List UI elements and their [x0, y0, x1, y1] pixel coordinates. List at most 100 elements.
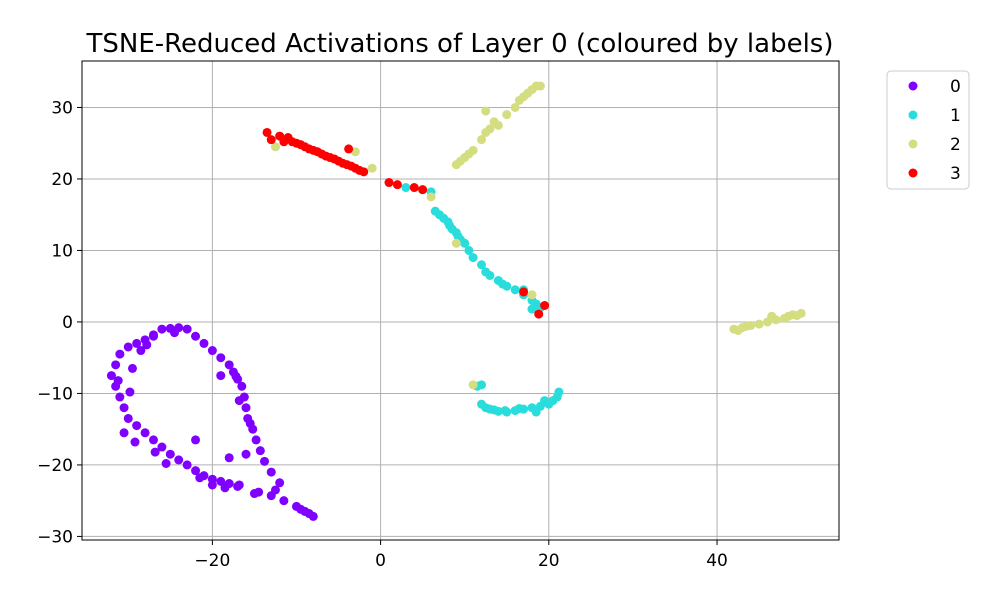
y-tick-label: 30 [51, 98, 73, 118]
data-point-series-0 [216, 371, 226, 381]
data-point-series-0 [125, 387, 135, 397]
legend-label: 3 [950, 164, 961, 184]
y-tick-label: −10 [37, 384, 73, 404]
data-point-series-0 [161, 459, 171, 469]
data-point-series-0 [231, 371, 241, 381]
data-point-series-0 [148, 331, 158, 341]
data-point-series-1 [510, 285, 520, 295]
data-point-series-0 [119, 403, 129, 413]
data-point-series-1 [500, 406, 510, 416]
data-point-series-2 [485, 124, 495, 134]
data-point-series-0 [220, 483, 230, 493]
data-point-series-0 [123, 342, 133, 352]
data-point-series-1 [477, 260, 487, 270]
data-point-series-0 [115, 392, 125, 402]
data-point-series-3 [384, 178, 394, 188]
data-point-series-1 [453, 231, 463, 241]
data-point-series-1 [514, 403, 524, 413]
data-point-series-1 [485, 270, 495, 280]
data-point-series-0 [191, 466, 201, 476]
data-point-series-1 [498, 279, 508, 289]
legend-label: 1 [950, 106, 961, 126]
data-point-series-0 [113, 376, 123, 386]
legend-label: 2 [950, 135, 961, 155]
data-point-series-2 [502, 110, 512, 120]
data-point-series-0 [182, 324, 192, 334]
data-point-series-0 [224, 453, 234, 463]
data-point-series-0 [111, 360, 121, 370]
chart-title: TSNE-Reduced Activations of Layer 0 (col… [85, 29, 833, 59]
legend-marker [908, 110, 918, 120]
data-point-series-3 [392, 180, 402, 190]
data-point-series-0 [245, 418, 255, 428]
plot-frame [81, 60, 840, 541]
data-point-series-0 [119, 428, 129, 438]
data-point-series-3 [262, 127, 272, 137]
data-point-series-1 [540, 396, 550, 406]
data-point-series-0 [150, 447, 160, 457]
data-point-series-0 [140, 428, 150, 438]
y-tick-label: 10 [51, 241, 73, 261]
data-point-series-2 [792, 311, 802, 321]
data-point-series-0 [132, 338, 142, 348]
grid-lines [82, 61, 839, 540]
x-tick-label: 40 [706, 551, 728, 571]
data-point-series-0 [216, 476, 226, 486]
x-tick-label: 0 [375, 551, 386, 571]
data-point-series-2 [481, 106, 491, 116]
legend-marker [908, 168, 918, 178]
data-point-series-3 [359, 167, 369, 177]
y-tick-label: 0 [62, 313, 73, 333]
data-point-series-0 [136, 346, 146, 356]
data-point-series-1 [527, 304, 537, 314]
data-point-series-0 [216, 353, 226, 363]
data-point-series-0 [255, 446, 265, 456]
data-point-series-2 [270, 142, 280, 152]
data-points [106, 81, 806, 521]
data-point-series-2 [367, 163, 377, 173]
data-point-series-1 [489, 405, 499, 415]
y-tick-label: 20 [51, 170, 73, 190]
data-point-series-0 [275, 478, 285, 488]
legend-marker [908, 81, 918, 91]
x-tick-label: 20 [538, 551, 560, 571]
data-point-series-2 [741, 321, 751, 331]
data-point-series-0 [123, 413, 133, 423]
data-point-series-0 [234, 396, 244, 406]
data-point-series-2 [350, 147, 360, 157]
legend-marker [908, 139, 918, 149]
data-point-series-0 [195, 473, 205, 483]
x-tick-label: −20 [194, 551, 230, 571]
data-point-series-0 [199, 338, 209, 348]
data-point-series-2 [493, 120, 503, 130]
data-point-series-2 [754, 319, 764, 329]
data-point-series-1 [464, 245, 474, 255]
data-point-series-3 [519, 287, 529, 297]
data-point-series-0 [260, 456, 270, 466]
legend: 0 1 2 3 [886, 70, 970, 190]
data-point-series-3 [534, 309, 544, 319]
data-point-series-0 [270, 485, 280, 495]
data-point-series-0 [266, 467, 276, 477]
data-point-series-2 [535, 81, 545, 91]
legend-box [886, 70, 970, 190]
data-point-series-0 [207, 480, 217, 490]
data-point-series-0 [148, 435, 158, 445]
data-point-series-0 [174, 455, 184, 465]
data-point-series-0 [224, 360, 234, 370]
data-point-series-0 [191, 331, 201, 341]
data-point-series-3 [279, 137, 289, 147]
data-point-series-0 [207, 346, 217, 356]
data-point-series-0 [296, 504, 306, 514]
data-point-series-0 [234, 480, 244, 490]
data-point-series-2 [527, 290, 537, 300]
data-point-series-3 [266, 135, 276, 145]
data-point-series-2 [468, 145, 478, 155]
data-point-series-0 [165, 449, 175, 459]
y-tick-label: −20 [37, 456, 73, 476]
data-point-series-0 [304, 509, 314, 519]
data-point-series-0 [182, 460, 192, 470]
data-point-series-0 [237, 381, 247, 391]
